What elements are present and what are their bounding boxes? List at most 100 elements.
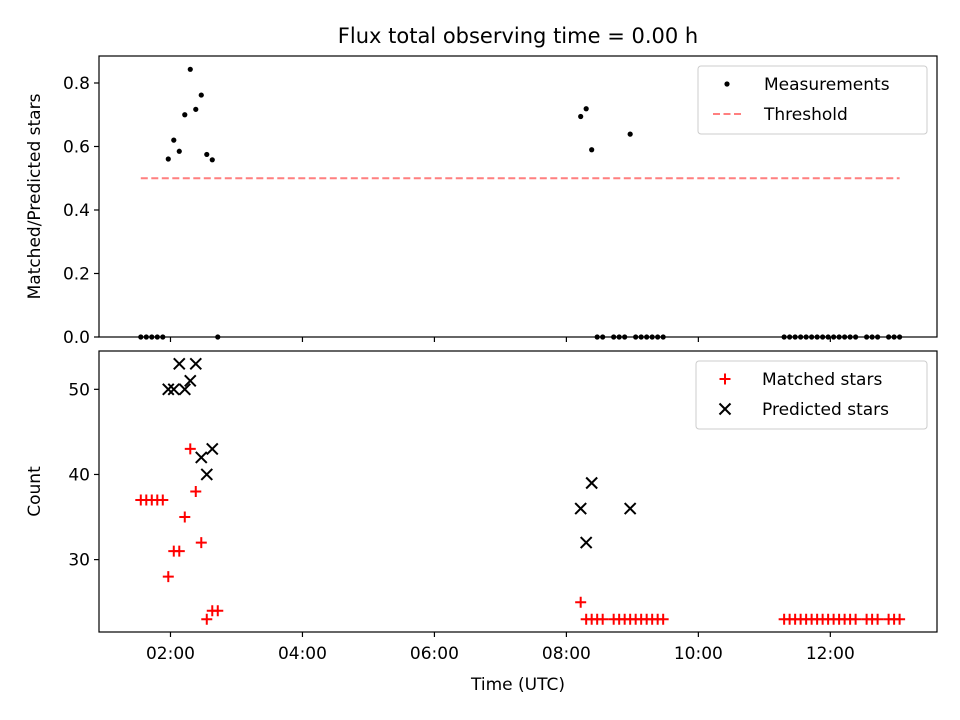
y-tick-label: 0.4 [63,201,90,221]
legend-marker [719,373,731,385]
data-point [886,334,892,340]
data-point [897,334,903,340]
data-point [872,613,884,625]
x-tick-label: 12:00 [806,644,855,664]
legend-label: Predicted stars [762,400,889,420]
data-point [162,571,174,583]
data-point [633,334,639,340]
data-point [842,334,848,340]
data-point [212,605,224,617]
data-point [195,451,208,464]
legend: Measurements Threshold [697,65,928,135]
data-point [160,334,166,340]
data-point [597,613,609,625]
data-point [184,443,196,455]
data-point [201,613,213,625]
data-point [184,374,197,388]
legend-label: Threshold [763,105,848,125]
data-point [657,613,669,625]
y-axis-label: Count [25,466,45,517]
data-point [215,334,221,340]
data-point [209,157,215,163]
data-point [176,148,182,154]
data-point [644,334,650,340]
data-point [853,334,859,340]
data-point [198,92,204,98]
data-point [847,334,853,340]
data-point [190,486,202,497]
data-point [660,334,666,340]
data-point [600,334,606,340]
legend-box [695,360,928,430]
data-point [638,334,644,340]
data-point [787,334,793,340]
y-axis-label: Matched/Predicted stars [25,93,45,299]
data-point [649,334,655,340]
data-point [803,334,809,340]
data-point [781,334,787,340]
data-point [195,537,207,549]
data-point [579,536,593,549]
data-point [655,334,661,340]
data-point [850,613,862,625]
data-point [204,151,210,158]
legend-label: Matched stars [762,370,882,390]
y-tick-label: 40 [68,465,90,485]
x-axis-label: Time (UTC) [470,675,565,695]
data-point [162,383,175,396]
data-point [831,334,837,340]
series-matched-stars [135,443,906,625]
legend-box [697,65,928,135]
x-tick-label: 08:00 [542,644,591,664]
data-point [820,334,826,340]
data-point [589,147,595,153]
data-point [179,511,191,523]
data-point [792,334,798,340]
legend: Matched stars Predicted stars [695,360,928,430]
x-tick-label: 10:00 [674,644,723,664]
data-point [154,334,160,340]
data-point [193,106,199,112]
data-point [167,383,180,396]
data-point [187,66,193,72]
data-point [143,334,149,340]
data-point [825,334,831,340]
axes-frame [98,55,938,338]
data-point [894,613,906,625]
data-point [616,334,622,340]
data-point [891,334,897,340]
data-point [138,334,144,340]
data-point [627,131,633,137]
legend-marker [718,402,732,416]
axes-frame [98,350,938,633]
data-point [575,596,587,608]
data-point [583,106,589,112]
y-tick-label: 0.6 [63,137,90,157]
data-point [171,137,177,143]
data-point [864,334,870,340]
data-point [165,156,171,162]
data-point [594,334,600,340]
data-point [578,113,584,120]
data-point [189,357,202,370]
flux-ratio-panel: 0.0 0.2 0.4 0.6 0.8 Matched/Predicted stars Me… [25,55,938,348]
data-point [623,502,637,515]
data-point [814,334,820,340]
data-point [149,334,155,340]
legend-label: Measurements [764,75,890,95]
series-predicted-stars [162,357,637,549]
data-point [622,334,628,340]
data-point [798,334,804,340]
legend-marker [724,81,730,87]
data-point [206,442,219,456]
x-tick-label: 02:00 [146,644,195,664]
data-point [200,468,213,481]
data-point [173,545,185,557]
y-tick-label: 50 [68,380,90,400]
data-point [809,334,815,340]
data-point [182,112,188,118]
data-point [611,334,617,340]
x-tick-label: 06:00 [410,644,459,664]
